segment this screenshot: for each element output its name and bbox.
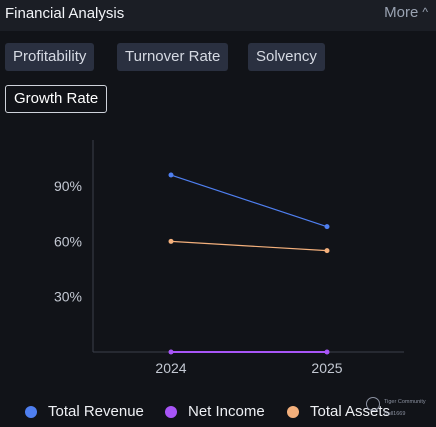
legend-label: Total Revenue xyxy=(48,403,144,420)
y-tick-label: 60% xyxy=(54,233,82,249)
tab-turnover-rate[interactable]: Turnover Rate xyxy=(117,43,229,71)
tab-solvency[interactable]: Solvency xyxy=(248,43,325,71)
tiger-community-watermark: Tiger Community Bull1669 xyxy=(366,395,434,423)
data-point-net-income-2025[interactable] xyxy=(324,349,330,355)
header-bar: Financial Analysis More ^ xyxy=(0,0,436,31)
watermark-line2: Bull1669 xyxy=(384,411,406,417)
series-line-total-assets xyxy=(170,240,328,252)
data-point-total-revenue-2024[interactable] xyxy=(168,172,174,178)
legend-dot-net-income xyxy=(165,405,177,418)
x-tick-label: 2025 xyxy=(311,360,342,376)
more-button[interactable]: More ^ xyxy=(384,4,428,21)
page-title: Financial Analysis xyxy=(5,5,125,22)
x-tick-label: 2024 xyxy=(155,360,186,376)
legend-label: Net Income xyxy=(188,403,265,420)
growth-rate-chart: 30% 60% 90% 2024 2025 xyxy=(54,140,404,376)
legend-dot-total-revenue xyxy=(25,405,37,418)
legend-item-total-revenue[interactable]: Total Revenue xyxy=(25,403,144,420)
tiger-logo-icon xyxy=(366,397,380,411)
series-line-total-revenue xyxy=(170,174,328,228)
data-point-net-income-2024[interactable] xyxy=(168,349,174,355)
watermark-line1: Tiger Community xyxy=(384,399,426,405)
chevron-up-icon: ^ xyxy=(422,4,428,19)
legend-item-net-income[interactable]: Net Income xyxy=(165,403,265,420)
data-point-total-revenue-2025[interactable] xyxy=(324,224,330,230)
data-point-total-assets-2024[interactable] xyxy=(168,238,174,244)
more-label: More xyxy=(384,4,419,21)
legend-dot-total-assets xyxy=(287,405,299,418)
y-tick-label: 90% xyxy=(54,178,82,194)
data-point-total-assets-2025[interactable] xyxy=(324,248,330,254)
tab-profitability[interactable]: Profitability xyxy=(5,43,95,71)
tab-growth-rate[interactable]: Growth Rate xyxy=(5,85,108,113)
y-tick-label: 30% xyxy=(54,289,82,305)
